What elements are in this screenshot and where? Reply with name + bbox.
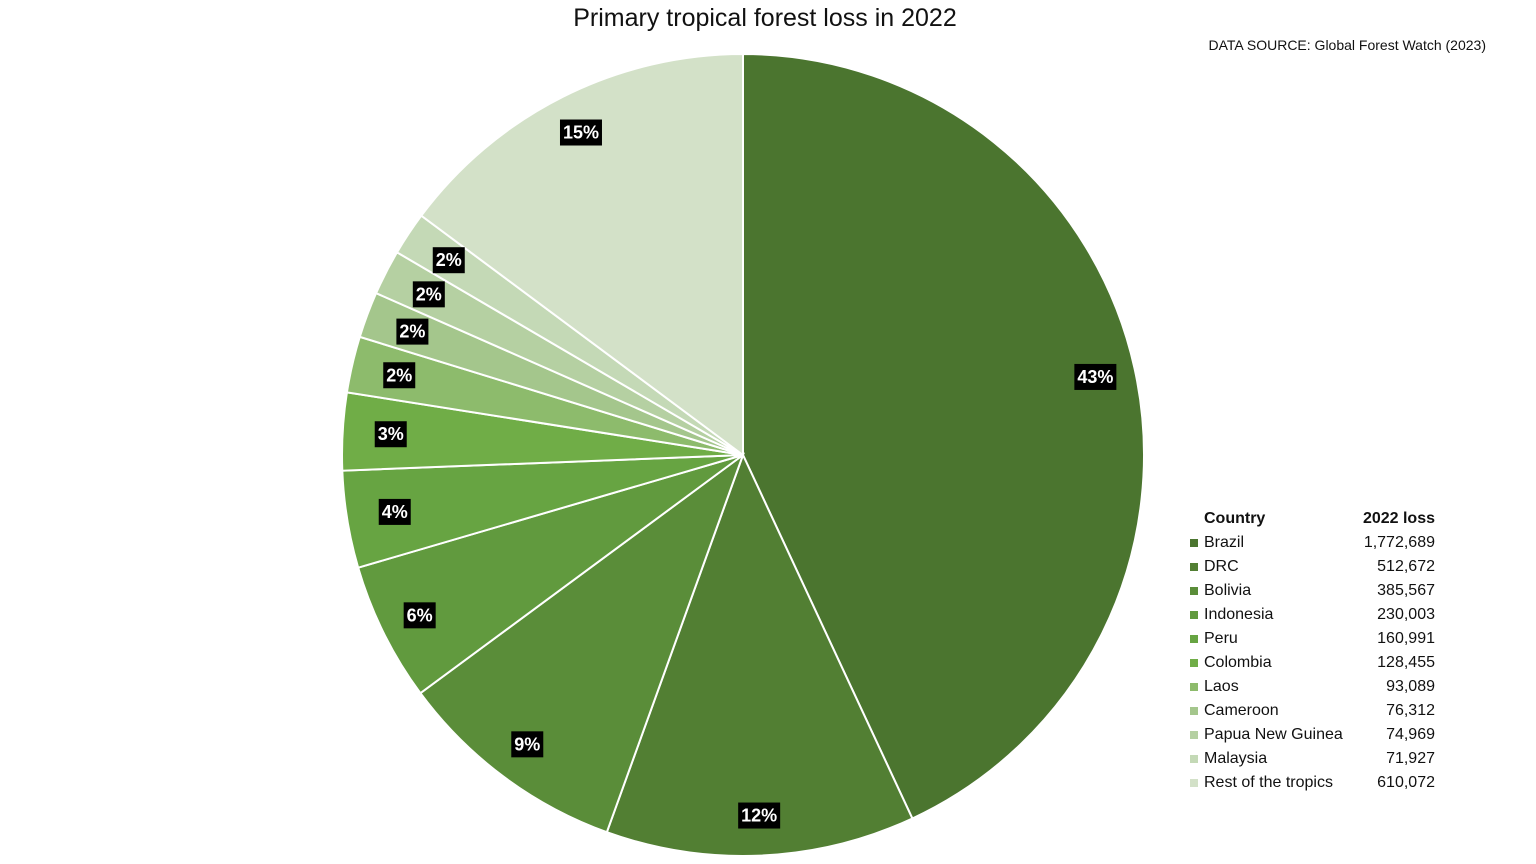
legend-item: DRC 512,672 xyxy=(1190,555,1435,579)
svg-text:2%: 2% xyxy=(436,250,462,270)
legend-item: Brazil 1,772,689 xyxy=(1190,531,1435,555)
data-label: 43% xyxy=(1074,363,1117,390)
legend-swatch-icon xyxy=(1190,611,1198,619)
data-label: 12% xyxy=(738,802,781,829)
legend-value: 1,772,689 xyxy=(1363,534,1435,551)
data-label: 15% xyxy=(559,119,602,146)
svg-text:2%: 2% xyxy=(399,322,425,342)
legend-value: 230,003 xyxy=(1377,606,1435,623)
legend-swatch-icon xyxy=(1190,707,1198,715)
legend-label: Laos xyxy=(1204,678,1239,695)
legend-label: Colombia xyxy=(1204,654,1272,671)
data-label: 4% xyxy=(378,498,411,525)
legend-item: Malaysia 71,927 xyxy=(1190,747,1435,771)
legend-value: 74,969 xyxy=(1386,726,1435,743)
legend-label: Brazil xyxy=(1204,534,1245,551)
svg-text:6%: 6% xyxy=(407,605,433,625)
pie-slice-bolivia xyxy=(418,452,746,834)
legend-swatch-icon xyxy=(1190,563,1198,571)
legend-value: 76,312 xyxy=(1386,702,1435,719)
legend-swatch-icon xyxy=(1190,539,1198,547)
legend-label: Peru xyxy=(1204,630,1238,647)
legend-label: Papua New Guinea xyxy=(1204,726,1343,743)
legend-value: 385,567 xyxy=(1377,582,1435,599)
legend-label: Malaysia xyxy=(1204,750,1268,767)
data-label: 2% xyxy=(412,281,445,308)
pie-slice-drc xyxy=(605,452,914,857)
chart-title: Primary tropical forest loss in 2022 xyxy=(573,4,957,32)
legend-item: Rest of the tropics 610,072 xyxy=(1190,771,1435,795)
legend-value: 512,672 xyxy=(1377,558,1435,575)
legend-header-country: Country xyxy=(1204,510,1266,527)
svg-text:9%: 9% xyxy=(514,734,540,754)
legend-item: Cameroon 76,312 xyxy=(1190,699,1435,723)
legend-value: 93,089 xyxy=(1386,678,1435,695)
data-label: 9% xyxy=(511,731,544,758)
svg-text:2%: 2% xyxy=(416,284,442,304)
svg-text:43%: 43% xyxy=(1077,367,1113,387)
legend-swatch-icon xyxy=(1190,731,1198,739)
legend-item: Peru 160,991 xyxy=(1190,627,1435,651)
svg-text:4%: 4% xyxy=(382,502,408,522)
legend: Country 2022 loss Brazil 1,772,689 DRC 512,… xyxy=(1190,507,1435,795)
legend-item: Indonesia 230,003 xyxy=(1190,603,1435,627)
legend-header-value: 2022 loss xyxy=(1362,510,1435,527)
legend-label: DRC xyxy=(1204,558,1239,575)
svg-text:15%: 15% xyxy=(563,123,599,143)
legend-value: 610,072 xyxy=(1377,774,1435,791)
pie-slice-rest-of-the-tropics xyxy=(419,52,744,457)
data-label: 6% xyxy=(403,602,436,629)
legend-header: Country 2022 loss xyxy=(1190,507,1435,531)
legend-item: Colombia 128,455 xyxy=(1190,651,1435,675)
legend-swatch-icon xyxy=(1190,587,1198,595)
data-label: 2% xyxy=(432,247,465,274)
legend-item: Papua New Guinea 74,969 xyxy=(1190,723,1435,747)
legend-swatch-icon xyxy=(1190,779,1198,787)
legend-value: 128,455 xyxy=(1377,654,1435,671)
data-source-note: DATA SOURCE: Global Forest Watch (2023) xyxy=(1208,37,1487,53)
svg-text:3%: 3% xyxy=(378,424,404,444)
legend-value: 71,927 xyxy=(1386,750,1435,767)
pie-slice-indonesia xyxy=(356,454,744,695)
legend-label: Indonesia xyxy=(1204,606,1274,623)
legend-label: Cameroon xyxy=(1204,702,1279,719)
legend-item: Laos 93,089 xyxy=(1190,675,1435,699)
legend-swatch-icon xyxy=(1190,755,1198,763)
legend-swatch-icon xyxy=(1190,635,1198,643)
legend-label: Bolivia xyxy=(1204,582,1252,599)
pie-slice-brazil xyxy=(742,52,1145,820)
legend-item: Bolivia 385,567 xyxy=(1190,579,1435,603)
svg-text:12%: 12% xyxy=(741,806,777,826)
legend-label: Rest of the tropics xyxy=(1204,774,1333,791)
legend-value: 160,991 xyxy=(1377,630,1435,647)
data-label: 3% xyxy=(374,421,407,448)
data-label: 2% xyxy=(383,362,416,389)
legend-swatch-icon xyxy=(1190,683,1198,691)
data-label: 2% xyxy=(396,318,429,345)
legend-swatch-icon xyxy=(1190,659,1198,667)
svg-text:2%: 2% xyxy=(386,365,412,385)
